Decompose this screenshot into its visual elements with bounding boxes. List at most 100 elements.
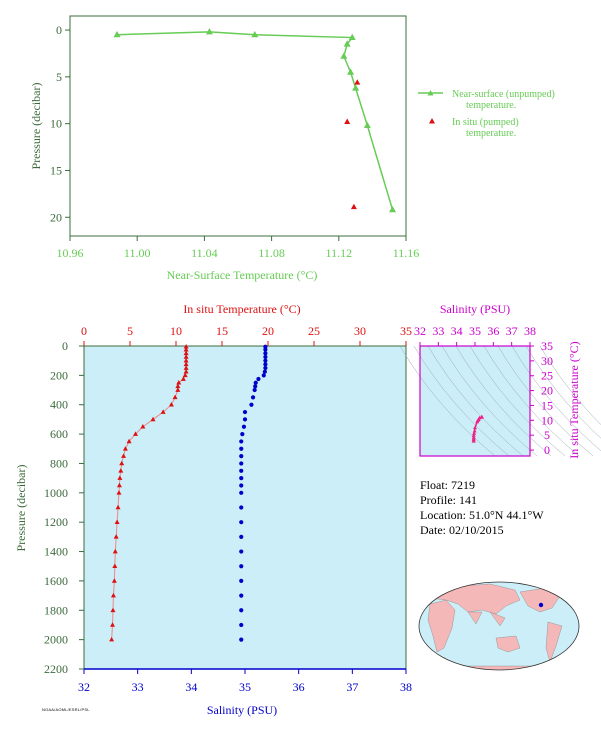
in-situ-point: [354, 79, 361, 85]
temperature-point: [183, 357, 189, 363]
temperature-point: [112, 548, 118, 554]
temperature-point: [183, 344, 189, 349]
location: Location: 51.0°N 44.1°W: [420, 508, 544, 522]
temperature-point: [110, 607, 116, 613]
temperature-tick-label: 35: [400, 324, 412, 338]
legend-near-surface-label: Near-surface (unpumped) temperature.: [452, 89, 555, 111]
temperature-point: [117, 475, 123, 480]
pressure-tick-label: 200: [50, 368, 68, 382]
temperature-point: [114, 519, 120, 524]
salinity-point: [239, 490, 244, 495]
temperature-tick-label: 30: [354, 324, 366, 338]
near-surface-point: [340, 52, 348, 59]
temperature-point: [183, 365, 189, 370]
ts-y-tick-label: 5: [544, 428, 550, 442]
float-id: Float: 7219: [420, 478, 476, 492]
salinity-point: [263, 362, 268, 367]
salinity-point: [263, 351, 268, 356]
temperature-point: [168, 402, 174, 407]
salinity-tick-label: 36: [293, 680, 305, 694]
near-surface-point: [113, 30, 121, 38]
pressure-tick-label: 600: [50, 427, 68, 441]
salinity-tick-label: 32: [78, 680, 90, 694]
ts-y-axis-label: In situ Temperature (°C): [567, 341, 581, 458]
salinity-point: [239, 593, 244, 598]
top-y-tick-label: 20: [50, 210, 62, 224]
salinity-point: [239, 439, 244, 444]
ts-point: [472, 428, 477, 433]
density-contour: [455, 345, 552, 457]
density-contour: [441, 345, 538, 457]
density-contour: [525, 345, 601, 439]
salinity-axis-label: Salinity (PSU): [207, 703, 277, 717]
salinity-point: [263, 354, 268, 360]
near-surface-temperature-chart: 10.96 11.00 11.04 11.08 11.12 11.16 05101520 …: [29, 15, 555, 282]
temperature-point: [116, 490, 122, 495]
density-contour: [413, 345, 510, 457]
temperature-point: [183, 354, 189, 359]
top-x-axis-label: Near-Surface Temperature (°C): [167, 268, 318, 282]
pressure-tick-label: 0: [62, 339, 68, 353]
top-x-tick-label: 11.04: [191, 246, 218, 260]
ts-point: [473, 425, 477, 430]
legend-red-triangle: [429, 118, 435, 124]
salinity-point: [239, 564, 244, 569]
temperature-point: [111, 578, 117, 583]
ts-y-tick-label: 25: [541, 369, 553, 383]
temperature-point: [183, 368, 189, 374]
ts-x-tick-label: 34: [451, 324, 463, 338]
near-surface-point: [363, 121, 371, 129]
temperature-point: [118, 468, 124, 473]
ts-y-tick-label: 30: [541, 354, 553, 368]
salinity-tick-label: 37: [346, 680, 358, 694]
ts-x-axis-label: Salinity (PSU): [440, 302, 510, 316]
temperature-point: [175, 383, 181, 389]
top-x-tick-label: 11.08: [258, 246, 285, 260]
salinity-point: [263, 365, 268, 371]
temperature-point: [110, 622, 116, 627]
salinity-point: [261, 373, 266, 378]
salinity-tick-label: 33: [132, 680, 144, 694]
salinity-point: [239, 476, 244, 481]
temperature-point: [172, 394, 178, 400]
salinity-point: [262, 369, 267, 374]
near-surface-point: [352, 84, 360, 91]
salinity-point: [239, 608, 244, 613]
pressure-tick-label: 1000: [44, 486, 68, 500]
top-y-tick-label: 15: [50, 163, 62, 177]
temperature-point: [183, 346, 189, 352]
temperature-point: [150, 416, 156, 422]
temperature-point: [182, 372, 188, 378]
temperature-point: [119, 460, 125, 466]
near-surface-point: [348, 33, 356, 41]
ts-x-tick-label: 38: [524, 324, 536, 338]
profile-chart: 0 5 10 15 20 25 30 35 32 33 34 35 36 37 38 0 200 400 600…: [14, 302, 412, 717]
temperature-point: [133, 431, 139, 436]
world-map-inset: [418, 581, 580, 671]
float-info: Float: 7219 Profile: 141 Location: 51.0°…: [420, 478, 544, 538]
ts-y-tick-label: 15: [541, 398, 553, 412]
salinity-point: [240, 431, 245, 437]
temperature-tick-label: 25: [308, 324, 320, 338]
salinity-point: [252, 387, 257, 393]
density-contour: [483, 345, 580, 457]
salinity-point: [263, 347, 268, 352]
ts-y-tick-label: 0: [544, 443, 550, 457]
salinity-point: [256, 376, 261, 382]
temperature-axis-label: In situ Temperature (°C): [183, 302, 300, 316]
temperature-point: [109, 636, 115, 642]
temperature-point: [116, 482, 122, 488]
salinity-point: [242, 417, 248, 422]
temperature-point: [122, 446, 128, 451]
temperature-point: [121, 453, 127, 458]
density-contour: [511, 345, 601, 452]
ts-x-tick-label: 35: [469, 324, 481, 338]
salinity-point: [241, 424, 247, 429]
near-surface-point: [389, 206, 397, 213]
density-contour: [427, 345, 524, 457]
pressure-tick-label: 2000: [44, 633, 68, 647]
top-x-tick-label: 11.16: [393, 246, 420, 260]
ts-y-tick-label: 10: [541, 413, 553, 427]
ts-x-tick-label: 33: [432, 324, 444, 338]
